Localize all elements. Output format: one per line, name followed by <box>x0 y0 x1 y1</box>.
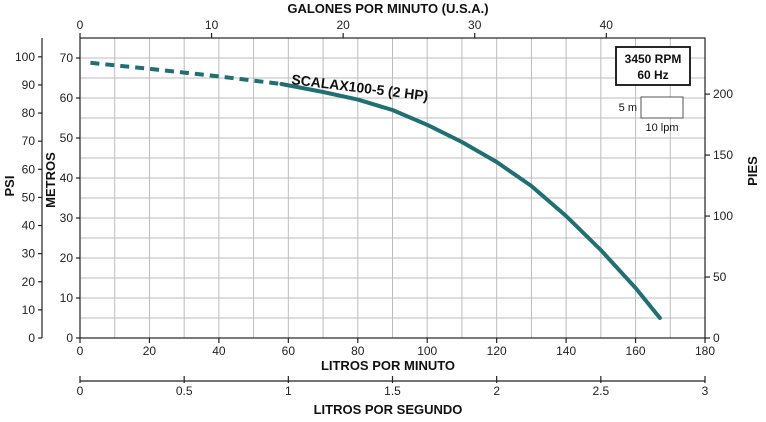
bottom-axis-tick-label: 120 <box>487 344 507 358</box>
psi-axis-tick-label: 100 <box>15 50 35 64</box>
scale-key: 5 m 10 lpm <box>619 96 684 134</box>
bottom-axis-tick-label: 40 <box>212 344 226 358</box>
second-bottom-axis-tick-label: 2.5 <box>592 384 609 398</box>
pump-curve-solid-segment <box>279 82 662 320</box>
feet-axis-tick-label: 200 <box>713 87 733 101</box>
top-axis-tick-label: 30 <box>468 18 482 32</box>
curve-layer <box>90 60 662 320</box>
meters-axis-tick-label: 60 <box>60 91 74 105</box>
bottom-axis-tick-label: 140 <box>556 344 576 358</box>
rpm-legend-box: 3450 RPM 60 Hz <box>615 46 691 86</box>
scale-key-horizontal-label: 10 lpm <box>645 122 678 134</box>
top-axis-tick-label: 40 <box>600 18 614 32</box>
psi-axis-title: PSI <box>2 176 17 197</box>
feet-axis-tick-label: 0 <box>713 331 720 345</box>
psi-axis-tick-label: 20 <box>22 275 36 289</box>
bottom-axis-tick-label: 60 <box>282 344 296 358</box>
psi-axis-tick-label: 80 <box>22 106 36 120</box>
feet-axis-tick-label: 100 <box>713 209 733 223</box>
top-axis-tick-label: 10 <box>205 18 219 32</box>
meters-axis-tick-label: 40 <box>60 171 74 185</box>
meters-axis-tick-label: 10 <box>60 291 74 305</box>
second-bottom-axis-tick-label: 0 <box>77 384 84 398</box>
psi-axis-tick-label: 60 <box>22 162 36 176</box>
psi-axis-tick-label: 90 <box>22 78 36 92</box>
second-bottom-axis-tick-label: 1 <box>285 384 292 398</box>
scale-key-vertical-label: 5 m <box>619 102 637 114</box>
second-bottom-axis-tick-label: 1.5 <box>384 384 401 398</box>
meters-axis-title: METROS <box>43 152 58 208</box>
psi-axis-tick-label: 10 <box>22 303 36 317</box>
plot-frame <box>79 37 706 339</box>
meters-axis-tick-label: 0 <box>66 331 73 345</box>
bottom-axis-tick-label: 20 <box>143 344 157 358</box>
top-axis-tick-label: 20 <box>336 18 350 32</box>
meters-axis-tick-label: 50 <box>60 131 74 145</box>
meters-axis-tick-label: 70 <box>60 51 74 65</box>
psi-axis-tick-label: 0 <box>28 331 35 345</box>
psi-axis-tick-label: 30 <box>22 247 36 261</box>
second-bottom-axis-title: LITROS POR SEGUNDO <box>314 402 463 417</box>
pump-curve-dashed-segment <box>90 60 282 86</box>
second-bottom-axis-tick-label: 3 <box>702 384 709 398</box>
second-bottom-axis-tick-label: 2 <box>493 384 500 398</box>
meters-axis-tick-label: 30 <box>60 211 74 225</box>
feet-axis-tick-label: 150 <box>713 148 733 162</box>
psi-axis-tick-label: 40 <box>22 219 36 233</box>
psi-axis-tick-label: 70 <box>22 134 36 148</box>
meters-axis-tick-label: 20 <box>60 251 74 265</box>
top-axis-title: GALONES POR MINUTO (U.S.A.) <box>287 1 488 16</box>
feet-axis-title: PIES <box>745 156 760 186</box>
feet-axis-tick-label: 50 <box>713 270 727 284</box>
bottom-axis-title: LITROS POR MINUTO <box>321 358 455 373</box>
bottom-axis-tick-label: 100 <box>417 344 437 358</box>
bottom-axis-tick-label: 160 <box>626 344 646 358</box>
bottom-axis-tick-label: 80 <box>351 344 365 358</box>
psi-axis-tick-label: 50 <box>22 190 36 204</box>
rpm-label: 3450 RPM <box>625 52 682 66</box>
bottom-axis-tick-label: 0 <box>77 344 84 358</box>
top-axis-tick-label: 0 <box>77 18 84 32</box>
hz-label: 60 Hz <box>637 68 668 82</box>
second-bottom-axis-tick-label: 0.5 <box>176 384 193 398</box>
bottom-axis-tick-label: 180 <box>695 344 715 358</box>
